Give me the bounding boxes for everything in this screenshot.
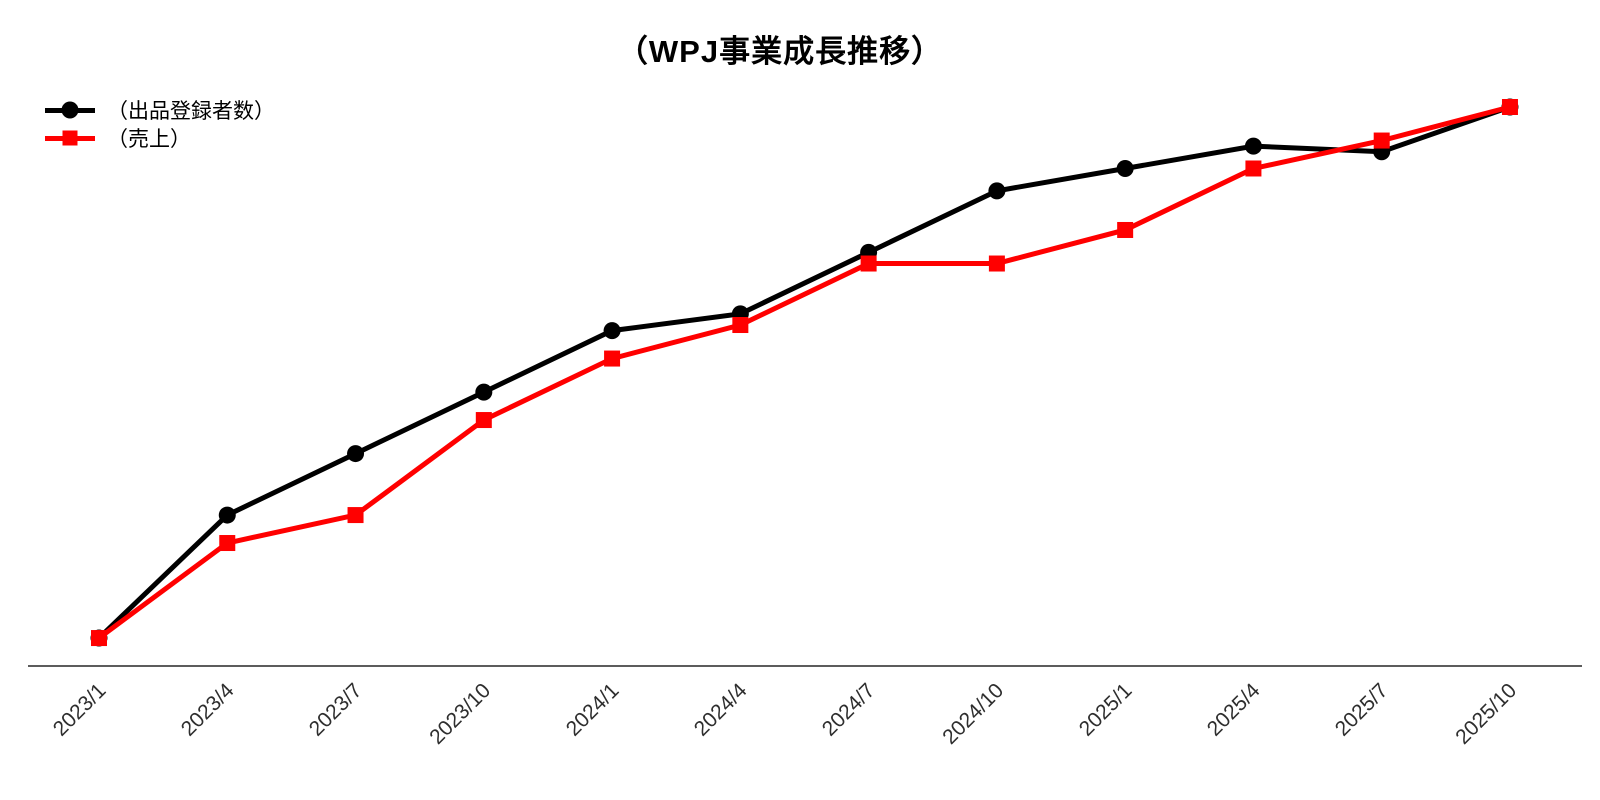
series-line-registrants (97, 104, 1511, 640)
data-point (475, 412, 492, 429)
series-line-sales (97, 104, 1511, 641)
data-point (603, 322, 621, 340)
data-point (988, 255, 1005, 272)
square-marker-icon (62, 130, 78, 146)
data-point (1244, 137, 1262, 155)
data-point (988, 182, 1006, 200)
data-point (91, 630, 107, 647)
legend-label-registrants: （出品登録者数） (107, 100, 275, 123)
data-point (1245, 160, 1262, 177)
legend-item-registrants: （出品登録者数） (45, 96, 275, 124)
legend-label-sales: （売上） (107, 128, 191, 151)
data-point (347, 507, 364, 524)
data-point (347, 445, 365, 463)
data-point (1373, 132, 1390, 149)
data-point (475, 383, 493, 401)
legend-line-sample-sales (45, 130, 95, 146)
legend-item-sales: （売上） (45, 124, 275, 152)
data-point (1116, 159, 1134, 177)
legend: （出品登録者数） （売上） (45, 96, 275, 152)
data-point (218, 506, 236, 524)
circle-marker-icon (61, 101, 79, 119)
data-point (860, 255, 877, 272)
legend-line-sample-registrants (45, 101, 95, 119)
data-point (1501, 99, 1518, 115)
data-point (1117, 221, 1134, 238)
data-point (604, 350, 621, 367)
chart-title: （WPJ事業成長推移） (616, 34, 944, 69)
data-point (732, 317, 749, 334)
data-point (219, 535, 236, 552)
